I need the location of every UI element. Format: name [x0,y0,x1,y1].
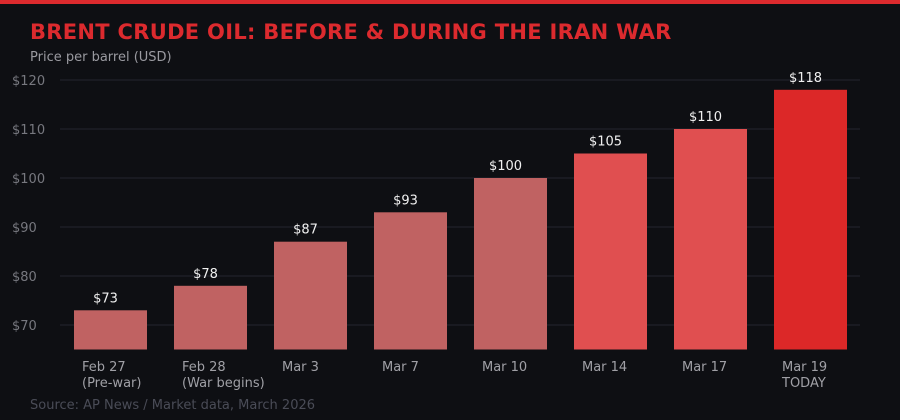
bar [574,153,647,350]
y-tick-label: $80 [12,270,37,285]
data-label: $73 [93,291,118,306]
x-tick-label: Feb 28 [182,360,226,375]
x-tick-label: Mar 10 [482,360,527,375]
data-label: $93 [393,193,418,208]
data-label: $118 [789,71,822,86]
data-label: $100 [489,159,522,174]
bar [774,89,847,350]
bar [174,285,247,350]
top-accent-bar [0,0,900,4]
chart-subtitle: Price per barrel (USD) [30,50,172,65]
data-label: $110 [689,110,722,125]
y-tick-label: $90 [12,221,37,236]
y-tick-label: $120 [12,74,45,89]
bar [674,129,747,350]
bar [374,212,447,350]
x-tick-label: TODAY [781,376,826,391]
data-label: $87 [293,223,318,238]
x-tick-label: Mar 14 [582,360,627,375]
chart-title: BRENT CRUDE OIL: BEFORE & DURING THE IRA… [30,20,672,44]
bar [474,178,547,350]
data-label: $78 [193,267,218,282]
x-tick-label: Mar 19 [782,360,827,375]
x-tick-label: Mar 7 [382,360,419,375]
x-tick-label: (War begins) [182,376,265,391]
bar [274,241,347,350]
x-tick-label: Feb 27 [82,360,126,375]
y-tick-label: $100 [12,172,45,187]
y-tick-label: $70 [12,319,37,334]
source-note: Source: AP News / Market data, March 202… [30,398,316,413]
x-tick-label: Mar 17 [682,360,727,375]
x-tick-label: (Pre-war) [82,376,141,391]
bar [74,310,147,350]
x-tick-label: Mar 3 [282,360,319,375]
y-tick-label: $110 [12,123,45,138]
data-label: $105 [589,135,622,150]
